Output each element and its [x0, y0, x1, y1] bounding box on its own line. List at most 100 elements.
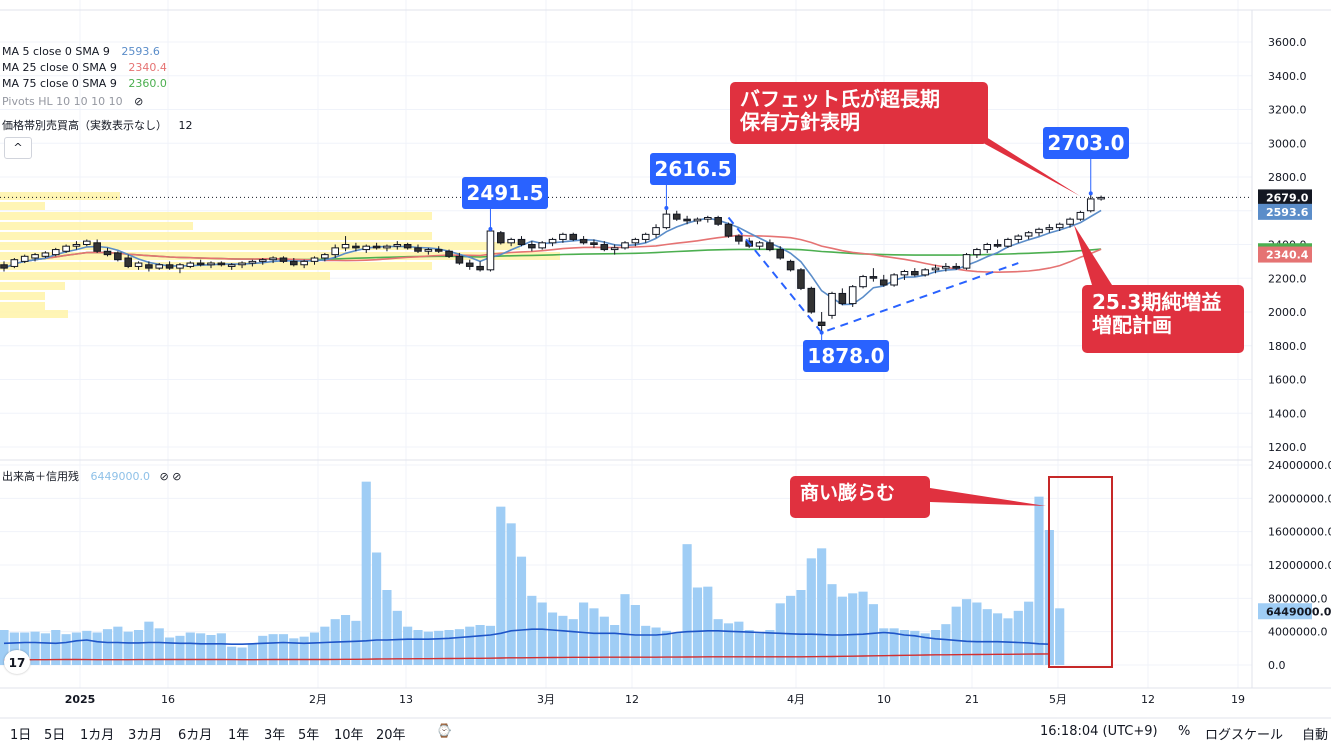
range-button-0[interactable]: 1日	[10, 728, 32, 743]
candle-body	[362, 245, 371, 251]
candle-body	[1086, 198, 1095, 212]
candle-body	[848, 286, 857, 305]
legend-ma5[interactable]: MA 5 close 0 SMA 9 2593.6	[2, 45, 160, 58]
legend-vp-label: 価格帯別売買高（実数表示なし）	[2, 119, 167, 132]
volume-bar	[475, 625, 485, 665]
pivot-dot	[664, 205, 669, 210]
volume-bar	[444, 630, 454, 665]
range-button-1[interactable]: 5日	[44, 728, 66, 743]
legend-ma75[interactable]: MA 75 close 0 SMA 9 2360.0	[2, 77, 167, 90]
volume-bar	[910, 630, 920, 665]
pivot-dot	[1088, 191, 1093, 196]
range-button-7[interactable]: 5年	[298, 728, 320, 743]
candle-body	[465, 262, 474, 267]
legend-pivots-label: Pivots HL 10 10 10 10	[2, 95, 123, 108]
date-range-icon[interactable]: ⌚	[436, 724, 453, 739]
collapse-legend-button[interactable]: ^	[4, 137, 32, 159]
volume-bar	[361, 481, 371, 665]
candle-body	[165, 264, 174, 269]
callout-earnings-box	[1082, 285, 1244, 353]
trend-dashed-line	[727, 216, 1019, 334]
candle-body	[1045, 227, 1054, 230]
time-axis-label: 10	[877, 693, 891, 706]
volume-profile-bar	[0, 272, 330, 280]
volume-bar	[258, 635, 268, 665]
time-axis-label: 19	[1231, 693, 1245, 706]
volume-profile-bar	[0, 310, 68, 318]
candle-body	[528, 244, 536, 249]
candle-body	[310, 257, 319, 262]
pivot-label: 2703.0	[1047, 131, 1124, 155]
volume-bar	[175, 635, 185, 665]
candle-body	[393, 244, 402, 247]
candle-body	[103, 250, 112, 256]
volume-bar	[465, 626, 475, 665]
candle-body	[507, 238, 515, 244]
legend-volume[interactable]: 出来高＋信用残 6449000.0 ⊘ ⊘	[2, 468, 181, 484]
margin-sell-line	[4, 653, 1050, 661]
candle-body	[1076, 211, 1085, 220]
log-scale-button[interactable]: ログスケール	[1205, 728, 1284, 743]
volume-bar	[775, 603, 785, 665]
candle-body	[20, 255, 29, 262]
bottom-toolbar: 1日 5日 1カ月 3カ月 6カ月 1年 3年 5年 10年 20年 ⌚ 16:18:04 (UT…	[0, 718, 1331, 748]
legend-volume-value: 6449000.0	[90, 470, 151, 483]
range-button-5[interactable]: 1年	[228, 728, 250, 743]
candle-body	[983, 244, 992, 251]
volume-bar	[599, 616, 609, 665]
tradingview-logo[interactable]: 17	[4, 650, 30, 674]
volume-bar	[589, 608, 599, 665]
candle-body	[72, 244, 81, 247]
candle-body	[993, 244, 1002, 247]
eye-off-icon[interactable]: ⊘	[134, 95, 144, 108]
volume-bar	[1013, 610, 1023, 665]
range-button-8[interactable]: 10年	[334, 728, 364, 743]
callout-earnings-text: 25.3期純増益	[1092, 290, 1221, 314]
time-axis-label: 16	[161, 693, 175, 706]
candle-body	[124, 257, 133, 267]
price-axis-label: 1400.0	[1268, 407, 1307, 420]
candle-body	[548, 238, 557, 244]
candle-body	[828, 292, 836, 316]
legend-volume-profile[interactable]: 価格帯別売買高（実数表示なし） 12	[2, 117, 193, 133]
volume-bar	[30, 631, 40, 665]
volume-bar	[786, 595, 796, 665]
pivot-dot	[488, 227, 493, 232]
volume-bar	[993, 613, 1003, 665]
percent-scale-button[interactable]: %	[1178, 724, 1191, 739]
volume-axis-label: 16000000.0	[1268, 526, 1331, 539]
volume-bar	[579, 602, 589, 665]
time-axis-label: 12	[625, 693, 639, 706]
candle-body	[217, 262, 226, 266]
price-axis-label: 3600.0	[1268, 36, 1307, 49]
candle-body	[1024, 232, 1033, 237]
range-button-2[interactable]: 1カ月	[80, 728, 115, 743]
candle-body	[383, 245, 391, 249]
callout-buffett-text: 保有方針表明	[739, 110, 860, 134]
range-button-9[interactable]: 20年	[376, 728, 406, 743]
candle-body	[900, 271, 909, 276]
legend-ma25[interactable]: MA 25 close 0 SMA 9 2340.4	[2, 61, 167, 74]
range-button-4[interactable]: 6カ月	[178, 728, 213, 743]
volume-bar	[506, 523, 516, 665]
volume-bar	[672, 632, 682, 665]
legend-pivots[interactable]: Pivots HL 10 10 10 10 ⊘	[2, 95, 143, 108]
legend-vp-value: 12	[178, 119, 193, 132]
svg-text:17: 17	[9, 656, 26, 670]
candle-body	[476, 265, 484, 271]
auto-scale-button[interactable]: 自動	[1302, 728, 1329, 743]
range-button-6[interactable]: 3年	[264, 728, 286, 743]
volume-profile-bar	[0, 282, 65, 290]
volume-bar	[82, 630, 92, 665]
candle-body	[196, 262, 205, 266]
candle-body	[621, 242, 629, 249]
candle-body	[1004, 238, 1012, 247]
range-button-3[interactable]: 3カ月	[128, 728, 163, 743]
candle-body	[672, 213, 681, 220]
clock-time[interactable]: 16:18:04 (UTC+9)	[1040, 724, 1158, 739]
pivot-label-bg	[650, 153, 736, 185]
candle-body	[1014, 235, 1023, 240]
